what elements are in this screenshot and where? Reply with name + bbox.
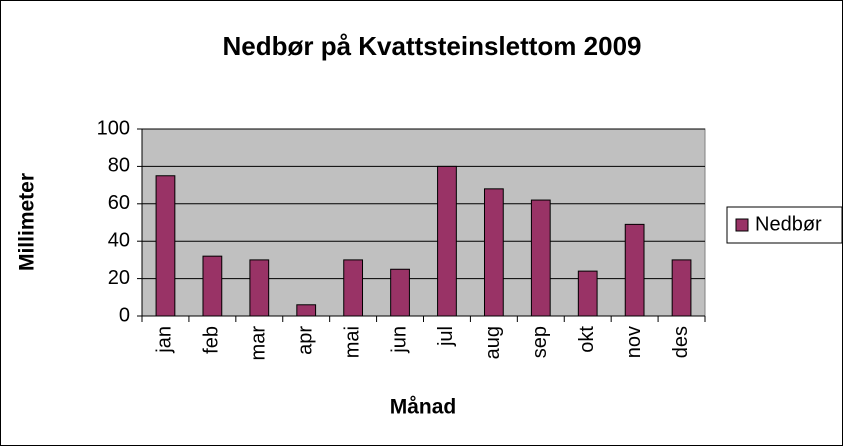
y-tick-label: 80 (108, 155, 130, 177)
bar (155, 175, 176, 317)
y-axis-title: Millimeter (16, 173, 39, 271)
x-tick-label: jan (154, 326, 176, 354)
x-tick-label: nov (623, 326, 645, 358)
y-tick-label: 0 (119, 304, 130, 326)
x-tick-label: feb (201, 326, 223, 354)
x-tick-label: mai (341, 326, 363, 358)
y-tick-label: 60 (108, 192, 130, 214)
x-tick-label: okt (576, 326, 598, 353)
bar (390, 268, 410, 317)
bar (343, 259, 364, 317)
x-tick-label: jul (435, 326, 457, 347)
bar (437, 165, 457, 317)
x-tick-label: aug (482, 326, 504, 359)
plot-area (141, 128, 706, 317)
bar (249, 259, 270, 317)
x-axis-title: Månad (390, 396, 457, 419)
y-tick-label: 100 (97, 117, 130, 139)
legend-swatch (735, 218, 749, 232)
bar (577, 270, 598, 317)
bar (296, 304, 317, 317)
x-tick-label: des (670, 326, 692, 358)
x-tick-label: apr (294, 326, 316, 355)
bar (202, 255, 223, 317)
x-tick-label: jun (388, 326, 410, 354)
x-tick-label: mar (248, 326, 270, 361)
x-tick-label: sep (529, 326, 551, 358)
bar (624, 223, 645, 317)
bar (483, 188, 504, 317)
y-tick-label: 40 (108, 229, 130, 251)
y-tick-label: 20 (108, 267, 130, 289)
bar (671, 259, 692, 317)
chart-title: Nedbør på Kvattsteinslettom 2009 (222, 31, 641, 61)
legend-label: Nedbør (755, 213, 822, 235)
bar (530, 199, 551, 317)
